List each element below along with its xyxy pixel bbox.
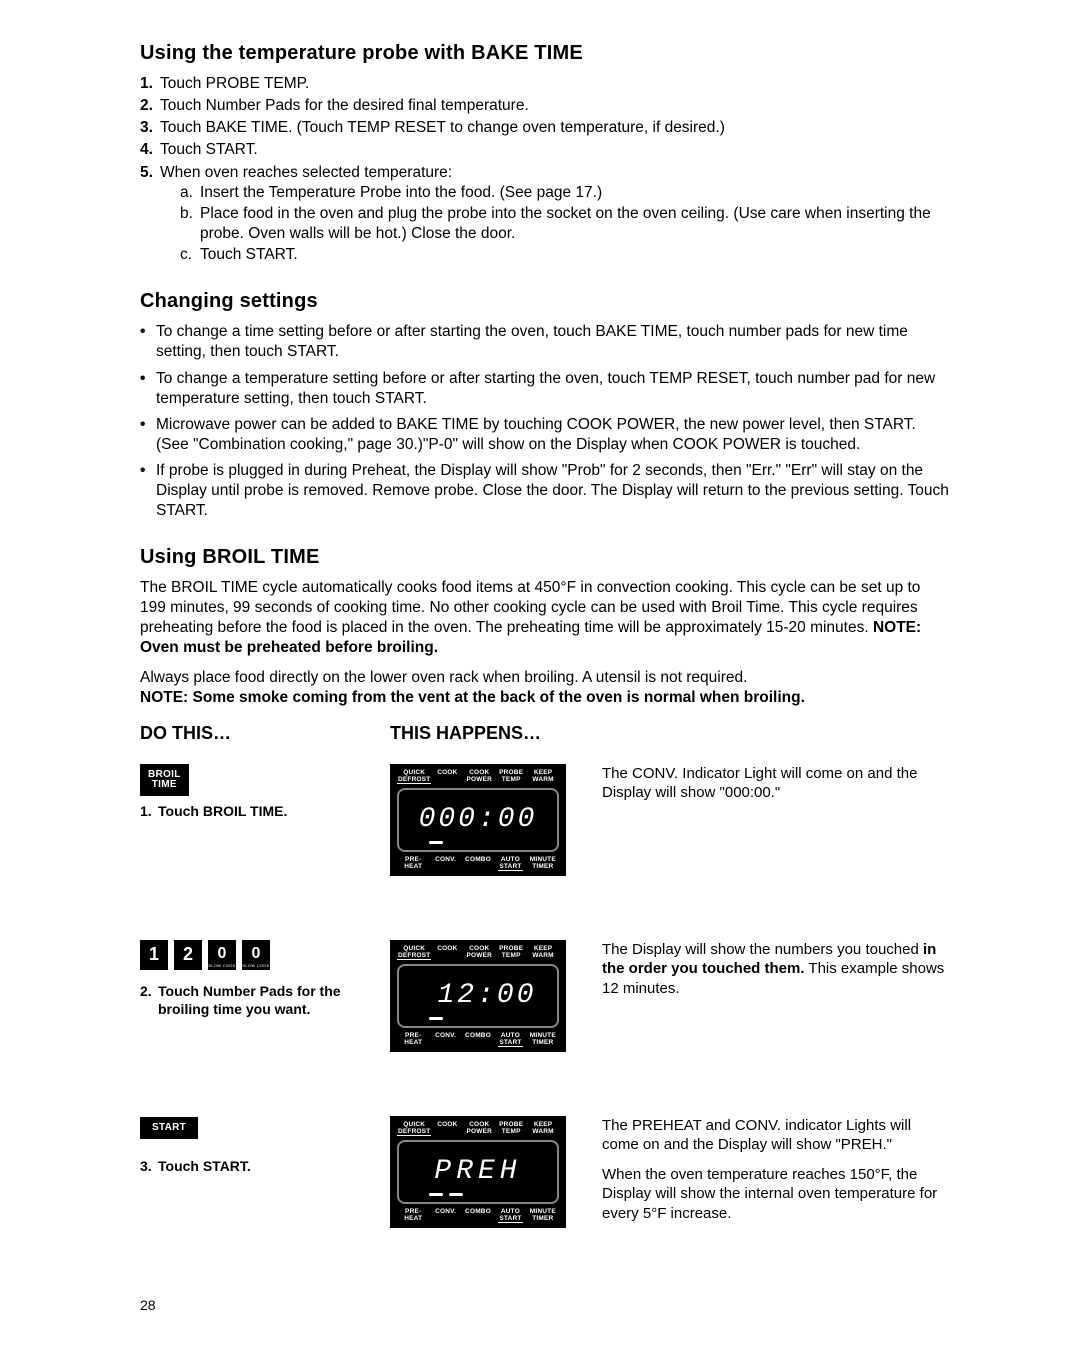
bullet-list: To change a time setting before or after… (140, 322, 950, 521)
paragraph: The BROIL TIME cycle automatically cooks… (140, 578, 950, 659)
step-row: START 3.Touch START. QUICK DEFROST COOK … (140, 1116, 950, 1274)
step-description: The Display will show the numbers you to… (590, 940, 950, 1098)
broil-time-button: BROIL TIME (140, 764, 189, 796)
number-pads: 1 2 0SLOW COOK 0SLOW COOK (140, 940, 390, 970)
step-description: The CONV. Indicator Light will come on a… (590, 764, 950, 922)
steps-header: DO THIS… THIS HAPPENS… (140, 722, 950, 763)
display-panel: QUICK DEFROST COOK COOK POWER PROBE TEMP… (390, 764, 566, 877)
ordered-list: 1.Touch PROBE TEMP. 2.Touch Number Pads … (140, 74, 950, 266)
heading: Using the temperature probe with BAKE TI… (140, 40, 950, 66)
step-row: 1 2 0SLOW COOK 0SLOW COOK 2.Touch Number… (140, 940, 950, 1098)
heading: Changing settings (140, 288, 950, 314)
display-value: 12:00 (419, 978, 536, 1014)
heading: Using BROIL TIME (140, 544, 950, 570)
display-panel: QUICK DEFROST COOK COOK POWER PROBE TEMP… (390, 1116, 566, 1229)
start-button: START (140, 1117, 198, 1139)
paragraph: Always place food directly on the lower … (140, 668, 950, 708)
display-panel: QUICK DEFROST COOK COOK POWER PROBE TEMP… (390, 940, 566, 1053)
section-broil-time: Using BROIL TIME The BROIL TIME cycle au… (140, 544, 950, 1274)
step-description: The PREHEAT and CONV. indicator Lights w… (590, 1116, 950, 1274)
display-value: 000:00 (419, 802, 538, 838)
display-value: PREH (434, 1154, 521, 1190)
step-row: BROIL TIME 1.Touch BROIL TIME. QUICK DEF… (140, 764, 950, 922)
section-changing-settings: Changing settings To change a time setti… (140, 288, 950, 521)
page-number: 28 (140, 1296, 950, 1314)
section-probe-baketime: Using the temperature probe with BAKE TI… (140, 40, 950, 266)
